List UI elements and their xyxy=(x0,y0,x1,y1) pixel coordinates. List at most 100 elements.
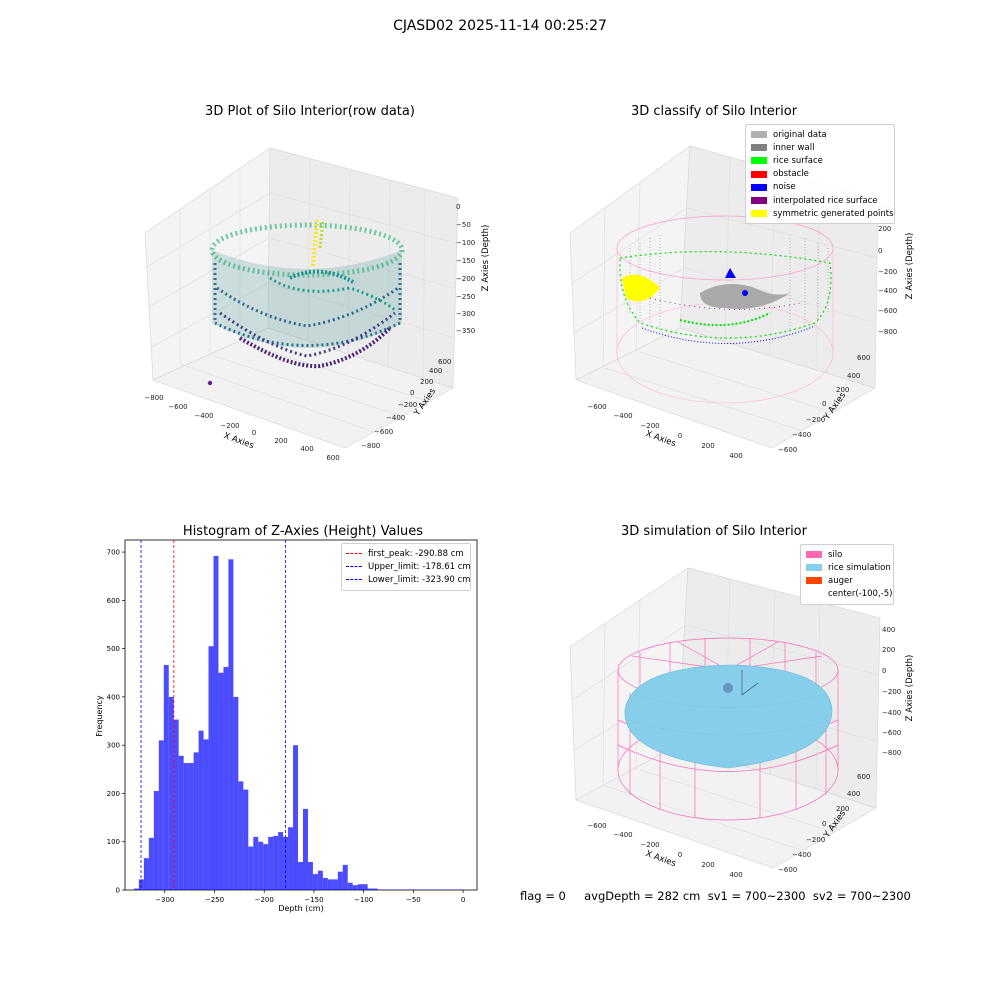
legend-item: interpolated rice surface xyxy=(751,194,889,207)
rice-surface xyxy=(624,664,833,769)
histogram-bar xyxy=(367,888,373,890)
y-tick-label: 0 xyxy=(410,389,414,397)
z-tick-label: 0 xyxy=(456,203,460,211)
simulation-legend: silo rice simulation auger center(-100,-… xyxy=(800,544,894,605)
y-tick-label: −200 xyxy=(806,836,825,844)
x-axis-label: X Axies xyxy=(644,429,677,449)
x-tick-label: −800 xyxy=(144,394,163,402)
z-tick-label: −250 xyxy=(456,293,475,301)
x-tick-label: −100 xyxy=(354,896,373,904)
y-tick-label: 300 xyxy=(107,742,120,750)
y-axis-ticks: −600 −400 −200 0 200 400 600 xyxy=(778,354,870,454)
z-tick-label: −800 xyxy=(878,328,897,336)
z-axis-label: Z Axies (Depth) xyxy=(905,655,915,722)
classified-points xyxy=(616,215,834,404)
point-cloud xyxy=(207,219,405,386)
z-tick-label: −400 xyxy=(882,709,901,717)
z-tick-label: −400 xyxy=(878,287,897,295)
legend-item: first_peak: -290.88 cm xyxy=(346,547,466,560)
histogram-bar xyxy=(288,827,294,890)
classify-panel: 3D classify of Silo Interior xyxy=(560,98,940,478)
histogram-bar xyxy=(238,781,244,890)
z-tick-label: −100 xyxy=(456,239,475,247)
histogram-bar xyxy=(208,646,214,890)
legend-label: silo xyxy=(828,549,843,560)
histogram-bar xyxy=(258,841,264,890)
x-tick-label: −600 xyxy=(587,822,606,830)
legend-label: symmetric generated points xyxy=(773,208,894,219)
y-tick-label: 0 xyxy=(116,887,120,895)
histogram-bar xyxy=(342,864,348,890)
z-tick-label: −200 xyxy=(456,275,475,283)
histogram-bar xyxy=(327,879,333,890)
x-tick-label: 400 xyxy=(729,871,742,879)
histogram-bar xyxy=(223,666,229,890)
figure-title: CJASD02 2025-11-14 00:25:27 xyxy=(393,18,607,34)
histogram-bar xyxy=(307,862,313,890)
legend-item: inner wall xyxy=(751,141,889,154)
legend-label: rice surface xyxy=(773,155,823,166)
classify-legend: original data inner wall rice surface ob… xyxy=(745,124,895,225)
histogram-bar xyxy=(302,808,308,890)
x-tick-label: −150 xyxy=(304,896,323,904)
y-axis-ticks: −800 −600 −400 −200 0 200 400 600 xyxy=(361,358,451,450)
z-tick-label: −200 xyxy=(878,268,897,276)
x-tick-label: −200 xyxy=(640,841,659,849)
legend-label: interpolated rice surface xyxy=(773,195,878,206)
y-axis-label: Frequency xyxy=(95,695,104,737)
x-tick-label: 200 xyxy=(274,437,287,445)
histogram-chart[interactable]: −300 −250 −200 −150 −100 −50 0 0 100 200 300 400 50… xyxy=(70,520,500,920)
x-tick-label: 0 xyxy=(252,429,256,437)
x-tick-label: −250 xyxy=(205,896,224,904)
histogram-bar xyxy=(153,791,159,890)
legend-label: Lower_limit: -323.90 cm xyxy=(368,574,471,585)
x-tick-label: −50 xyxy=(406,896,421,904)
legend-item: symmetric generated points xyxy=(751,207,894,220)
legend-label: obstacle xyxy=(773,169,809,180)
raw-data-3d-plot[interactable]: −800 −600 −400 −200 0 200 400 600 X Axie… xyxy=(120,98,500,478)
histogram-bar xyxy=(317,870,323,890)
legend-swatch xyxy=(751,197,767,205)
y-tick-label: 600 xyxy=(857,354,870,362)
histogram-bar xyxy=(248,846,254,890)
histogram-bar xyxy=(332,879,338,890)
z-tick-label: 0 xyxy=(882,667,886,675)
histogram-bar xyxy=(168,696,174,890)
x-axis-ticks: −800 −600 −400 −200 0 200 400 600 xyxy=(144,394,339,462)
simulation-panel: 3D simulation of Silo Interior xyxy=(560,520,940,890)
histogram-panel: Histogram of Z-Axies (Height) Values −30… xyxy=(70,520,500,920)
x-tick-label: 200 xyxy=(701,861,714,869)
auger xyxy=(723,670,759,696)
y-tick-label: −800 xyxy=(361,442,380,450)
legend-item: center(-100,-5) xyxy=(806,588,892,601)
histogram-bar xyxy=(357,884,363,890)
z-tick-label: −800 xyxy=(882,749,901,757)
y-tick-label: 100 xyxy=(107,838,120,846)
legend-label: center(-100,-5) xyxy=(828,589,893,600)
histogram-bar xyxy=(273,835,279,890)
x-axis-label: Depth (cm) xyxy=(278,904,323,913)
y-tick-label: 700 xyxy=(107,549,120,557)
histogram-bar xyxy=(218,672,224,890)
x-tick-label: 400 xyxy=(729,452,742,460)
raw-data-panel: 3D Plot of Silo Interior(row data) xyxy=(120,98,500,478)
y-tick-label: 0 xyxy=(822,400,826,408)
histogram-bar xyxy=(148,837,154,890)
x-tick-label: −400 xyxy=(613,831,632,839)
z-tick-label: 200 xyxy=(878,225,891,233)
histogram-bar xyxy=(158,740,164,890)
y-tick-label: 400 xyxy=(429,367,442,375)
histogram-bar xyxy=(312,874,318,890)
legend-swatch xyxy=(751,131,767,139)
histogram-bar xyxy=(163,665,169,890)
histogram-bar xyxy=(243,789,249,890)
z-axis-ticks: 00 200 0 −200 −400 −600 −800 xyxy=(878,205,897,336)
histogram-bar xyxy=(188,763,194,890)
y-tick-label: −600 xyxy=(778,446,797,454)
y-tick-label: 200 xyxy=(107,790,120,798)
z-tick-label: −600 xyxy=(882,729,901,737)
z-tick-label: −50 xyxy=(456,221,471,229)
z-tick-label: −150 xyxy=(456,257,475,265)
x-tick-label: 0 xyxy=(461,896,465,904)
simulation-3d-plot[interactable]: −600 −400 −200 0 200 400 X Axies −600 −4… xyxy=(560,520,940,890)
